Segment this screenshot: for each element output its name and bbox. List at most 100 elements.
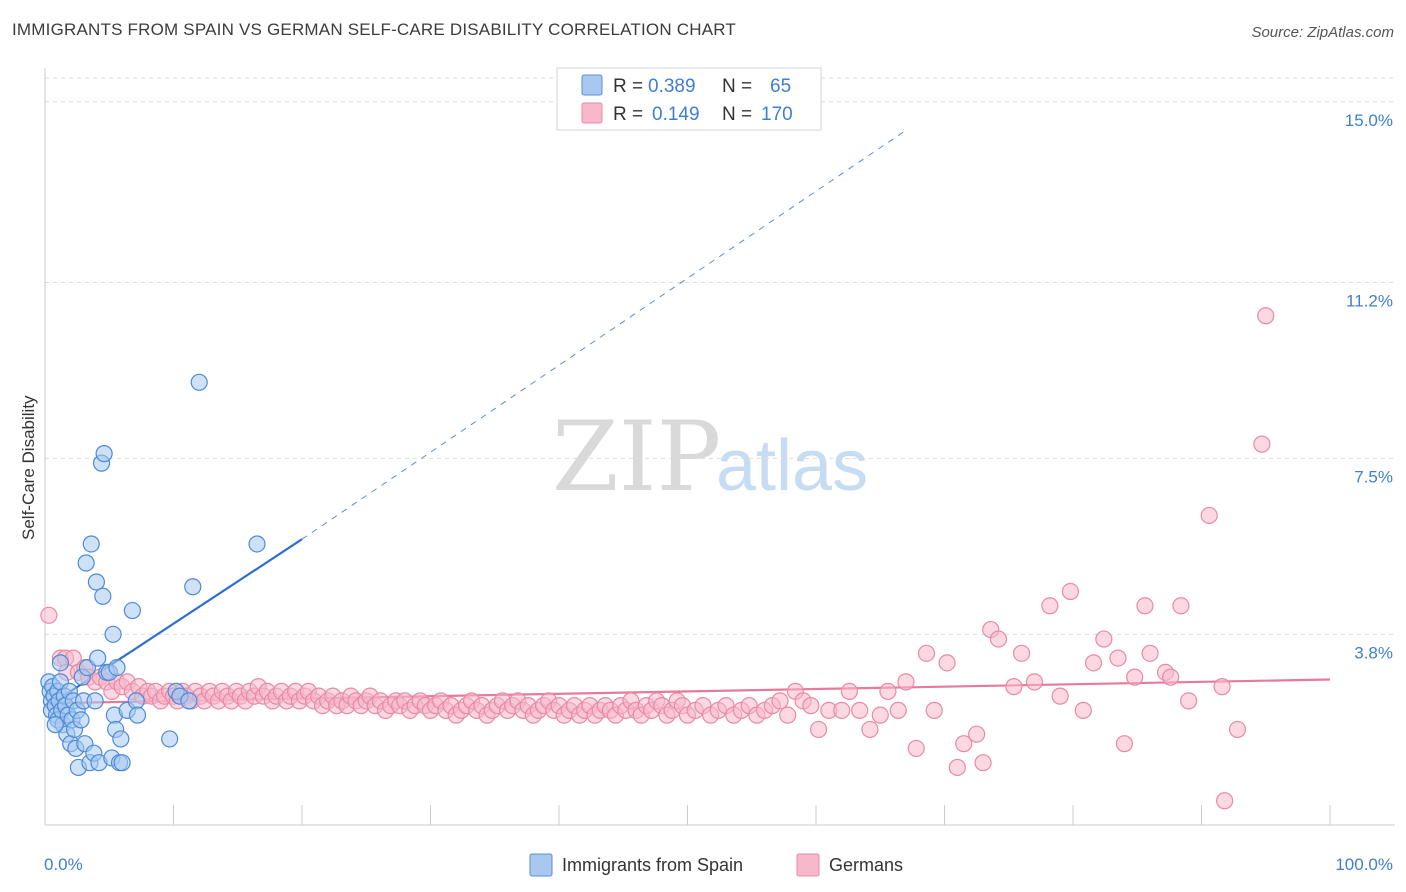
spain-trend-extension	[301, 129, 907, 540]
spain-point	[104, 625, 122, 643]
spain-point	[127, 692, 145, 710]
legend-r-value-germans: 0.149	[652, 104, 700, 125]
spain-points	[40, 373, 266, 777]
germans-point	[1051, 687, 1069, 705]
germans-point	[974, 754, 992, 772]
chart-title: IMMIGRANTS FROM SPAIN VS GERMAN SELF-CAR…	[12, 20, 737, 39]
germans-point	[802, 697, 820, 715]
y-tick-label: 7.5%	[1354, 467, 1393, 486]
spain-point	[51, 654, 70, 672]
germans-point	[851, 701, 869, 719]
source-label: Source: ZipAtlas.com	[1251, 24, 1394, 41]
spain-point	[86, 692, 104, 710]
germans-point	[1115, 735, 1134, 753]
germans-point	[1109, 649, 1127, 667]
spain-point	[89, 649, 107, 667]
y-tick-label: 11.2%	[1346, 291, 1393, 310]
germans-point	[1253, 435, 1271, 453]
germans-point	[955, 735, 973, 753]
spain-point	[113, 754, 131, 772]
germans-point	[1257, 307, 1275, 325]
germans-point	[897, 673, 915, 691]
grid-lines	[45, 77, 1395, 635]
spain-point	[87, 573, 106, 591]
spain-legend-swatch	[581, 74, 603, 96]
germans-point	[1216, 792, 1234, 810]
spain-point	[123, 601, 141, 620]
germans-point	[907, 739, 925, 758]
legend-label-germans: Germans	[829, 855, 903, 875]
germans-point	[1095, 630, 1113, 648]
germans-point	[989, 630, 1008, 648]
legend-label-spain: Immigrants from Spain	[562, 855, 743, 875]
germans-point	[925, 701, 943, 719]
y-axis-label: Self-Care Disability	[19, 395, 38, 540]
spain-point	[161, 730, 179, 748]
germans-point	[948, 758, 966, 777]
spain-point	[94, 587, 112, 605]
germans-point	[40, 606, 58, 624]
germans-legend-swatch	[581, 102, 603, 124]
spain-point	[95, 445, 113, 463]
germans-point	[840, 682, 859, 700]
germans-point	[833, 701, 851, 719]
spain-point	[180, 692, 198, 710]
spain-point	[128, 706, 147, 724]
legend-swatch-spain	[529, 853, 553, 877]
x-tick-label: 100.0%	[1335, 855, 1393, 874]
germans-point	[871, 706, 889, 724]
germans-point	[917, 644, 936, 662]
legend-n-value-spain: 65	[770, 76, 791, 97]
germans-point	[1005, 678, 1023, 696]
germans-point	[1172, 597, 1190, 615]
germans-point	[1061, 582, 1080, 601]
series-legend: Immigrants from Spain Germans	[529, 853, 903, 877]
germans-point	[1126, 668, 1144, 686]
spain-point	[112, 730, 130, 748]
germans-point	[861, 720, 879, 739]
spain-point	[190, 373, 208, 391]
germans-point	[1200, 506, 1218, 525]
germans-point	[938, 654, 956, 672]
y-tick-label: 15.0%	[1345, 111, 1393, 130]
germans-point	[968, 725, 986, 743]
germans-point	[879, 682, 897, 700]
germans-point	[889, 701, 907, 719]
legend-r-value-spain: 0.389	[648, 76, 696, 97]
germans-point	[1228, 720, 1247, 739]
germans-point	[1084, 654, 1103, 672]
germans-point	[1136, 597, 1154, 615]
legend-n-label-spain: N =	[722, 76, 752, 97]
spain-point	[82, 535, 100, 553]
tick-labels: 3.8% 7.5% 11.2% 15.0% 0.0% 100.0%	[44, 111, 1393, 874]
spain-point	[72, 711, 90, 729]
germans-point	[1180, 692, 1198, 710]
spain-point	[248, 535, 266, 553]
axes	[44, 68, 1395, 826]
spain-point	[77, 554, 95, 572]
germans-point	[1213, 678, 1231, 696]
legend-r-label-spain: R =	[613, 76, 643, 97]
legend-n-label-germans: N =	[722, 104, 752, 125]
germans-point	[1012, 644, 1031, 662]
germans-points	[40, 307, 1275, 810]
stats-legend: R = 0.389 N = 65 R = 0.149 N = 170	[556, 67, 822, 131]
germans-point	[1025, 673, 1044, 691]
legend-swatch-germans	[796, 853, 820, 877]
germans-point	[771, 692, 789, 710]
germans-point	[779, 706, 797, 724]
x-tick-label: 0.0%	[44, 855, 83, 874]
spain-point	[184, 578, 202, 596]
germans-point	[1141, 644, 1159, 662]
germans-point	[1074, 701, 1092, 719]
watermark-atlas: atlas	[716, 426, 868, 506]
spain-point	[46, 716, 64, 734]
y-tick-label: 3.8%	[1354, 643, 1393, 662]
spain-point	[108, 658, 126, 677]
legend-r-label-germans: R =	[613, 104, 643, 125]
germans-point	[1162, 668, 1180, 686]
watermark-zip: ZIP	[552, 401, 721, 513]
germans-point	[809, 720, 828, 739]
germans-point	[1041, 597, 1059, 615]
